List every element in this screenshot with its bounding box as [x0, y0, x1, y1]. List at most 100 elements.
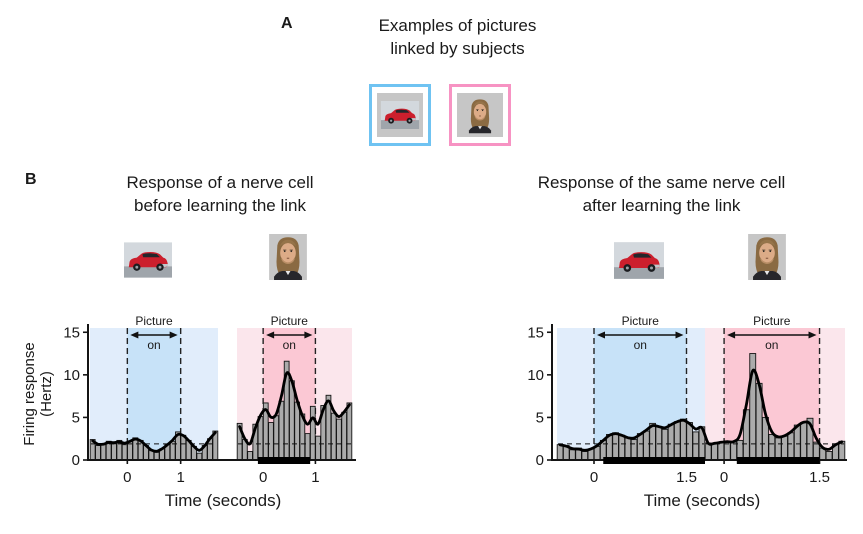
smoothed-firing-rate-line [558, 368, 844, 452]
panel-a-title-line1: Examples of pictures [378, 16, 537, 35]
histogram-bar [781, 435, 788, 461]
histogram-bar [289, 380, 295, 461]
smoothed-firing-rate-line [238, 371, 351, 446]
x-tick-label: 1 [311, 469, 319, 486]
on-label: on [147, 338, 160, 352]
x-tick-label: 0 [590, 469, 598, 486]
histogram-bar [556, 444, 564, 461]
after-chart-title: Response of the same nerve cell after le… [460, 171, 863, 217]
y-tick-label: 5 [72, 409, 80, 426]
histogram-bar [341, 411, 348, 461]
histogram-bar [330, 412, 337, 461]
x-tick-label: 0 [123, 469, 131, 486]
car-picture-frame [369, 84, 431, 146]
arrowhead-right-icon [675, 331, 684, 339]
before-chart-title: Response of a nerve cell before learning… [55, 171, 385, 217]
on-label: on [283, 338, 296, 352]
arrowhead-left-icon [130, 331, 139, 339]
histogram-bar [686, 422, 693, 461]
histogram-bar [825, 451, 833, 461]
y-tick-label: 15 [63, 324, 80, 341]
panel-a-title: Examples of pictures linked by subjects [330, 14, 585, 60]
after-chart: 0 5 10 15 0 1.5 0 1.5 Picture on Picture on Time (se… [527, 314, 847, 510]
x-tick-label: 1.5 [676, 469, 697, 486]
arrowhead-right-icon [808, 331, 817, 339]
histogram-bar [309, 405, 316, 461]
histogram-bar [121, 444, 128, 461]
histogram-bar [196, 452, 203, 461]
x-tick-label: 1.5 [809, 469, 830, 486]
arrowhead-left-icon [597, 331, 605, 339]
histogram-bar [787, 432, 795, 461]
on-label: on [634, 338, 647, 352]
face-image [465, 96, 495, 134]
histogram-bar [711, 443, 718, 461]
histogram-bar [618, 434, 626, 461]
panel-a-title-line2: linked by subjects [390, 39, 525, 58]
histogram-bar [717, 441, 725, 461]
significance-bar [736, 457, 820, 464]
histogram-bar [793, 424, 801, 461]
face-picture-background [457, 93, 503, 137]
significance-bar [257, 457, 311, 464]
histogram-bar [111, 443, 117, 461]
histogram-bar [667, 423, 675, 461]
y-tick-label: 15 [527, 324, 544, 341]
histogram-bar [278, 400, 285, 461]
x-axis-title: Time (seconds) [165, 491, 282, 510]
histogram-bar [768, 433, 776, 461]
histogram-bar [346, 402, 353, 461]
y-tick-label: 5 [536, 409, 544, 426]
car-image [380, 101, 420, 129]
on-label: on [765, 338, 778, 352]
histogram-bar [268, 422, 274, 461]
y-tick-label: 0 [72, 452, 80, 469]
x-tick-label: 0 [259, 469, 267, 486]
panel-b-label: B [25, 171, 37, 188]
panel-a-label: A [281, 15, 293, 32]
smoothed-firing-rate-line [91, 431, 217, 453]
picture-label: Picture [271, 314, 309, 328]
histogram-bar [581, 451, 589, 461]
bars-group [704, 353, 846, 461]
before-chart-title-line1: Response of a nerve cell [126, 173, 314, 192]
arrowhead-right-icon [169, 331, 178, 339]
y-tick-label: 10 [527, 367, 544, 384]
histogram-bar [624, 437, 632, 461]
y-tick-label: 0 [536, 452, 544, 469]
histogram-bar [630, 439, 638, 461]
histogram-bar [304, 433, 311, 461]
before-chart-title-line2: before learning the link [133, 196, 306, 215]
histogram-bar [257, 416, 264, 461]
car-picture-background [377, 93, 423, 137]
histogram-bar [774, 437, 782, 461]
face-image [269, 234, 307, 280]
bars-group [236, 360, 353, 461]
y-axis-title: Firing response [21, 342, 38, 445]
histogram-bar [569, 449, 576, 461]
picture-label: Picture [135, 314, 173, 328]
histogram-bar [612, 432, 619, 461]
x-tick-label: 0 [720, 469, 728, 486]
histogram-bar [247, 451, 253, 461]
histogram-bar [336, 418, 342, 461]
car-image [124, 242, 172, 278]
histogram-bar [95, 445, 101, 461]
after-chart-title-line1: Response of the same nerve cell [537, 173, 786, 192]
car-image [614, 242, 664, 279]
histogram-bar [643, 430, 650, 461]
histogram-bar [636, 433, 644, 461]
face-picture-frame [449, 84, 511, 146]
significance-bar [603, 457, 705, 464]
x-axis-title: Time (seconds) [644, 491, 761, 510]
after-chart-title-line2: after learning the link [582, 196, 741, 215]
histogram-bar [273, 415, 280, 461]
histogram-bar [680, 418, 687, 461]
histogram-bar [730, 441, 738, 461]
histogram-bar [800, 422, 808, 461]
arrowhead-right-icon [304, 331, 313, 339]
histogram-bar [153, 451, 160, 461]
face-image [748, 234, 786, 280]
histogram-bar [100, 444, 107, 461]
